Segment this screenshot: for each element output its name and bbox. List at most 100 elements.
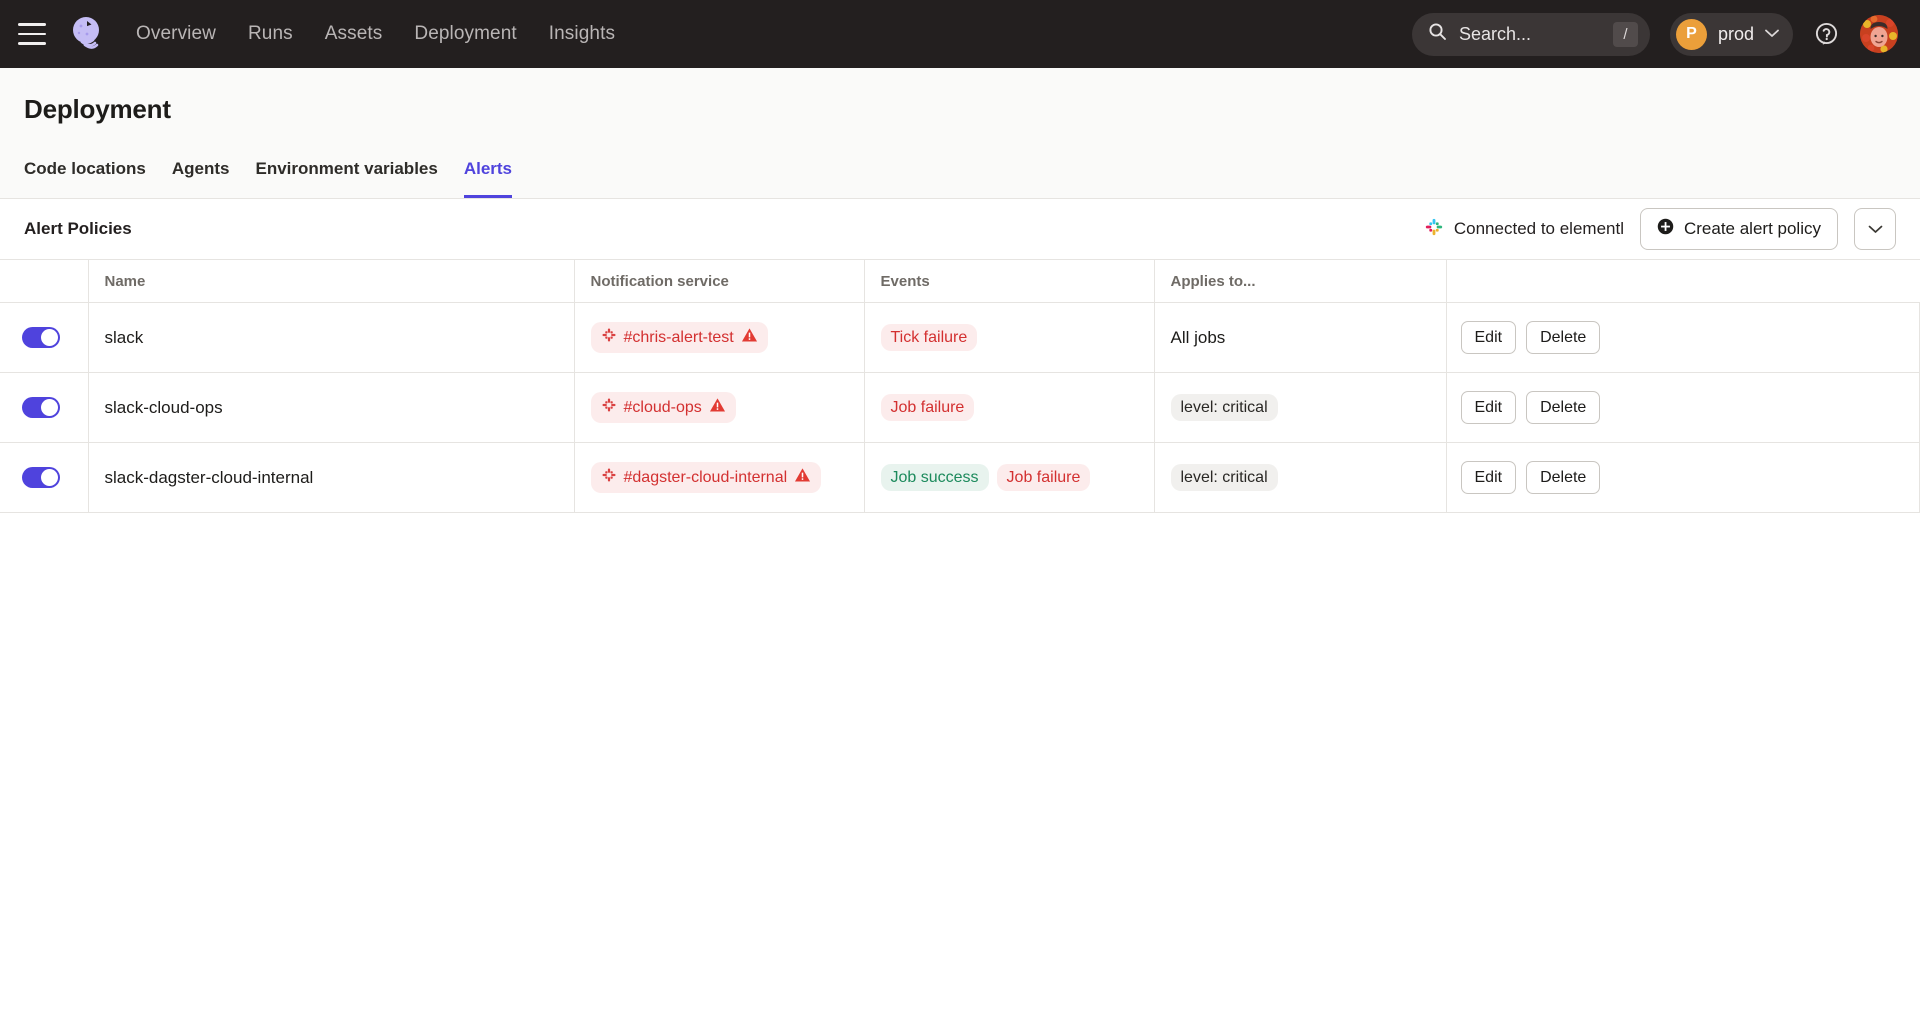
toolbar-right-cluster: Connected to elementl Create alert polic… — [1424, 208, 1896, 250]
toggle-knob — [41, 329, 58, 346]
chevron-down-icon — [1868, 219, 1883, 239]
delete-button[interactable]: Delete — [1526, 321, 1601, 354]
event-badge: Job failure — [996, 463, 1091, 492]
top-nav-right-cluster: Search... / P prod — [1411, 12, 1898, 56]
edit-button[interactable]: Edit — [1460, 461, 1517, 494]
cell-enabled — [0, 442, 89, 513]
create-alert-policy-dropdown-button[interactable] — [1854, 208, 1896, 250]
cell-events: Job success Job failure — [864, 442, 1155, 513]
deployment-tabs: Code locations Agents Environment variab… — [24, 159, 1920, 198]
applies-to-badge: level: critical — [1170, 393, 1278, 422]
toggle-knob — [41, 469, 58, 486]
slack-channel-badge[interactable]: #cloud-ops — [590, 392, 736, 423]
cell-actions: Edit Delete — [1446, 372, 1920, 443]
cell-name: slack-dagster-cloud-internal — [88, 442, 575, 513]
search-placeholder-text: Search... — [1458, 23, 1532, 44]
applies-to-value: All jobs — [1170, 327, 1226, 347]
alert-policy-name: slack-cloud-ops — [104, 397, 223, 417]
slack-channel-badge[interactable]: #dagster-cloud-internal — [590, 462, 822, 493]
chevron-down-icon — [1765, 25, 1779, 43]
cell-applies-to: level: critical — [1154, 372, 1447, 443]
tab-alerts[interactable]: Alerts — [463, 159, 513, 198]
search-input[interactable]: Search... / — [1411, 12, 1650, 56]
slack-channel-label: #chris-alert-test — [623, 328, 734, 346]
tab-code-locations[interactable]: Code locations — [24, 159, 146, 178]
table-header: Name Notification service Events Applies… — [0, 259, 1920, 303]
warning-triangle-icon — [741, 327, 758, 348]
alert-enabled-toggle[interactable] — [22, 467, 60, 488]
alert-policies-toolbar: Alert Policies Connected to elementl — [0, 199, 1920, 259]
nav-link-deployment[interactable]: Deployment — [414, 23, 517, 44]
cell-notification-service: #chris-alert-test — [574, 302, 865, 373]
create-alert-policy-label: Create alert policy — [1683, 219, 1821, 238]
cell-name: slack — [88, 302, 575, 373]
cell-notification-service: #dagster-cloud-internal — [574, 442, 865, 513]
event-badge: Job success — [880, 463, 989, 492]
table-header-row: Name Notification service Events Applies… — [0, 259, 1920, 303]
page-header: Deployment Code locations Agents Environ… — [0, 68, 1920, 199]
table-row: slack-cloud-ops — [0, 372, 1920, 443]
slack-channel-badge[interactable]: #chris-alert-test — [590, 322, 768, 353]
connected-workspace-status: Connected to elementl — [1424, 217, 1624, 242]
help-circle-icon[interactable] — [1813, 21, 1840, 48]
cell-actions: Edit Delete — [1446, 442, 1920, 513]
hamburger-icon[interactable] — [18, 23, 46, 45]
section-title: Alert Policies — [24, 219, 132, 238]
deployment-switcher[interactable]: P prod — [1669, 12, 1793, 56]
table-row: slack-dagster-cloud-internal — [0, 442, 1920, 513]
table-body: slack — [0, 302, 1920, 513]
alert-enabled-toggle[interactable] — [22, 397, 60, 418]
toggle-knob — [41, 399, 58, 416]
warning-triangle-icon — [794, 467, 811, 488]
column-header-notification-service: Notification service — [574, 259, 865, 303]
create-alert-policy-button[interactable]: Create alert policy — [1639, 208, 1838, 250]
nav-link-overview[interactable]: Overview — [136, 23, 216, 44]
alert-policies-table: Name Notification service Events Applies… — [0, 259, 1920, 513]
delete-button[interactable]: Delete — [1526, 391, 1601, 424]
page-title: Deployment — [24, 94, 171, 124]
nav-link-insights[interactable]: Insights — [548, 23, 616, 44]
slack-icon — [1424, 217, 1444, 242]
nav-link-runs[interactable]: Runs — [247, 23, 293, 44]
cell-events: Job failure — [864, 372, 1155, 443]
alert-policy-name: slack — [104, 327, 144, 347]
cell-events: Tick failure — [864, 302, 1155, 373]
tab-agents[interactable]: Agents — [171, 159, 230, 178]
cell-applies-to: All jobs — [1154, 302, 1447, 373]
dagster-logo[interactable] — [64, 12, 108, 56]
event-badge: Tick failure — [880, 323, 978, 352]
user-avatar[interactable] — [1860, 15, 1898, 53]
slack-channel-label: #dagster-cloud-internal — [623, 468, 788, 486]
cell-applies-to: level: critical — [1154, 442, 1447, 513]
primary-nav-links: Overview Runs Assets Deployment Insights — [136, 23, 615, 45]
applies-to-badge: level: critical — [1170, 463, 1278, 492]
delete-button[interactable]: Delete — [1526, 461, 1601, 494]
column-header-name: Name — [88, 259, 575, 303]
nav-link-assets[interactable]: Assets — [324, 23, 383, 44]
column-header-actions — [1446, 259, 1920, 303]
connected-workspace-label: Connected to elementl — [1453, 219, 1624, 238]
top-navigation-bar: Overview Runs Assets Deployment Insights… — [0, 0, 1920, 68]
edit-button[interactable]: Edit — [1460, 391, 1517, 424]
alert-enabled-toggle[interactable] — [22, 327, 60, 348]
column-header-applies-to: Applies to... — [1154, 259, 1447, 303]
column-header-events: Events — [864, 259, 1155, 303]
column-header-enabled — [0, 259, 89, 303]
tab-environment-variables[interactable]: Environment variables — [255, 159, 438, 178]
plus-circle-icon — [1657, 218, 1674, 240]
deployment-initial-badge: P — [1675, 18, 1707, 50]
slack-icon — [601, 467, 617, 488]
table-row: slack — [0, 302, 1920, 373]
alert-policy-name: slack-dagster-cloud-internal — [104, 467, 314, 487]
cell-enabled — [0, 372, 89, 443]
search-icon — [1428, 22, 1447, 46]
deployment-name: prod — [1717, 23, 1754, 44]
edit-button[interactable]: Edit — [1460, 321, 1517, 354]
slack-icon — [601, 327, 617, 348]
slack-icon — [601, 397, 617, 418]
warning-triangle-icon — [709, 397, 726, 418]
cell-name: slack-cloud-ops — [88, 372, 575, 443]
search-shortcut-key: / — [1612, 21, 1638, 47]
event-badge: Job failure — [880, 393, 975, 422]
cell-notification-service: #cloud-ops — [574, 372, 865, 443]
